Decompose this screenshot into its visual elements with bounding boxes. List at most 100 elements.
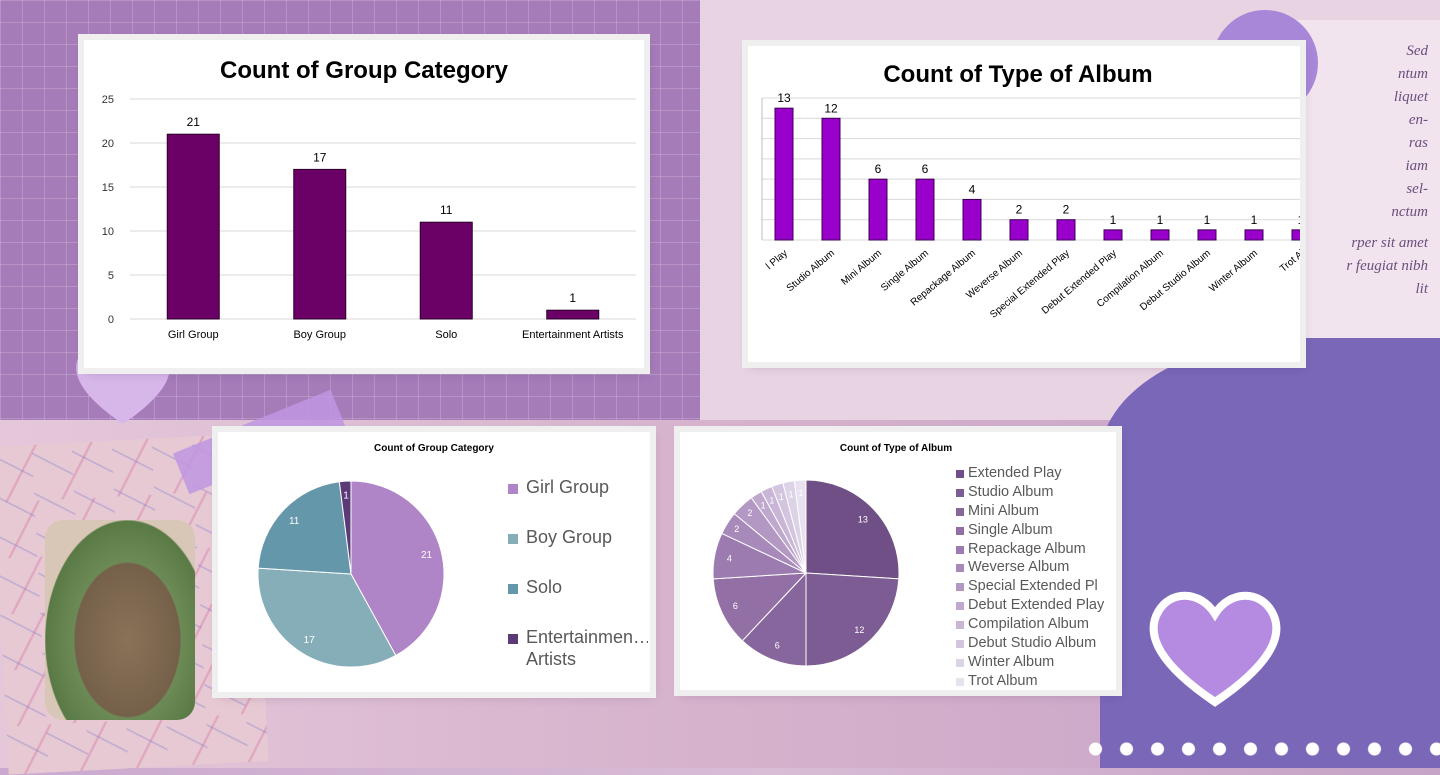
chart-title: Count of Group Category (220, 57, 509, 84)
data-label: 2 (747, 508, 752, 518)
latin-line: ras (1408, 135, 1428, 151)
bunny-photo (45, 520, 195, 720)
chart-title: Count of Group Category (374, 443, 494, 454)
pie-legend: Extended Play Studio Album Mini Album Singl… (956, 465, 1114, 692)
data-label: 1 (1251, 213, 1258, 227)
legend-label: Entertainmen… Artists (526, 627, 648, 669)
legend-item: Girl Group (508, 476, 648, 526)
data-label: 1 (779, 492, 784, 502)
legend-swatch (508, 634, 518, 644)
data-label: 13 (858, 515, 868, 525)
pie-chart-group-category-card: Count of Group Category 21 17 11 1 Girl Gro… (218, 432, 650, 692)
legend-swatch (956, 583, 964, 592)
latin-line: liquet (1393, 89, 1428, 105)
pie-slice (350, 480, 445, 657)
legend-swatch (956, 545, 964, 554)
chart-title: Count of Type of Album (883, 61, 1152, 88)
legend-label: Repackage Album (968, 540, 1086, 557)
legend-label: Studio Album (968, 483, 1054, 500)
pie-slice (805, 572, 900, 667)
legend-item: Studio Album (956, 484, 1114, 503)
latin-line: ntum (1398, 66, 1428, 82)
legend-item: Debut Extended Play (956, 597, 1114, 616)
legend-item: Winter Album (956, 654, 1114, 673)
data-label: 1 (798, 488, 803, 498)
pie-slice (793, 479, 807, 574)
legend-swatch (956, 640, 964, 649)
legend-item: Single Album (956, 522, 1114, 541)
legend-swatch (956, 658, 964, 667)
legend-item: Entertainmen… Artists (508, 626, 648, 682)
data-label: 6 (875, 162, 882, 176)
x-tick-label: Mini Album (839, 248, 884, 288)
y-tick-label: 15 (102, 182, 114, 194)
latin-line: lit (1415, 281, 1428, 297)
legend-label: Solo (526, 577, 563, 597)
chart-title: Count of Type of Album (840, 443, 952, 454)
x-tick-label: l Play (764, 248, 790, 272)
bar (962, 198, 982, 241)
data-label: 1 (769, 496, 774, 506)
latin-line: nctum (1391, 204, 1428, 220)
legend-swatch (508, 484, 518, 494)
bar (1197, 229, 1217, 241)
data-label: 6 (733, 601, 738, 611)
legend-label: Girl Group (526, 477, 610, 497)
legend-item: Boy Group (508, 526, 648, 576)
legend-swatch (508, 584, 518, 594)
bar (1056, 219, 1076, 241)
pie-slice (257, 567, 397, 668)
legend-swatch (956, 602, 964, 611)
data-label: 1 (343, 490, 349, 501)
bar (546, 309, 600, 320)
legend-item: Repackage Album (956, 541, 1114, 560)
bar-chart-album-type-card: Count of Type of Album 13 l Play 12 Studio … (748, 46, 1300, 362)
latin-line: sel- (1406, 181, 1428, 197)
data-label: 11 (289, 516, 300, 527)
legend-label: Boy Group (526, 527, 613, 547)
legend-label: Single Album (968, 521, 1053, 538)
legend-label: Compilation Album (968, 616, 1089, 633)
x-tick-label: Solo (435, 329, 457, 341)
latin-line: iam (1405, 158, 1429, 174)
data-label: 2 (1063, 203, 1070, 217)
bar-chart-group-category-card: Count of Group Category 0 5 10 15 20 25 21 Girl… (84, 40, 644, 368)
x-tick-label: Entertainment Artists (522, 329, 624, 341)
latin-line: en- (1408, 112, 1428, 128)
legend-swatch (956, 621, 964, 630)
dot-border (1080, 740, 1440, 758)
legend-label: Debut Extended Play (968, 597, 1105, 614)
y-tick-label: 0 (108, 314, 114, 326)
data-label: 1 (1298, 213, 1300, 227)
bar (166, 133, 220, 320)
pie-chart-album-type-card: Count of Type of Album 13 12 6 6 4 2 2 1 1 1 1 1 Ex… (680, 432, 1116, 690)
legend-label: Mini Album (968, 502, 1039, 519)
legend-item: Compilation Album (956, 616, 1114, 635)
bar (1150, 229, 1170, 241)
bar (1291, 229, 1300, 241)
legend-item: Extended Play (956, 465, 1114, 484)
data-label: 6 (922, 162, 929, 176)
data-label: 2 (1016, 203, 1023, 217)
legend-item: Solo (508, 576, 648, 626)
x-tick-label: Special Extended Play (988, 248, 1072, 321)
data-label: 1 (569, 291, 576, 305)
data-label: 1 (789, 489, 794, 499)
legend-label: Extended Play (968, 465, 1062, 481)
x-tick-label: Boy Group (293, 329, 346, 341)
bar (1244, 229, 1264, 241)
legend-item: Debut Studio Album (956, 635, 1114, 654)
bar-chart-album-type: Count of Type of Album 13l Play12Studio … (761, 61, 1300, 321)
bar (419, 221, 473, 320)
y-tick-label: 20 (102, 138, 114, 150)
data-label: 1 (761, 500, 766, 510)
bar (1103, 229, 1123, 241)
data-label: 17 (313, 150, 327, 164)
legend-swatch (956, 526, 964, 535)
data-label: 13 (777, 91, 791, 105)
bar (293, 168, 347, 320)
bar-chart-group-category: Count of Group Category 0 5 10 15 20 25 21 Girl… (102, 57, 636, 341)
pie-slice (805, 479, 900, 580)
